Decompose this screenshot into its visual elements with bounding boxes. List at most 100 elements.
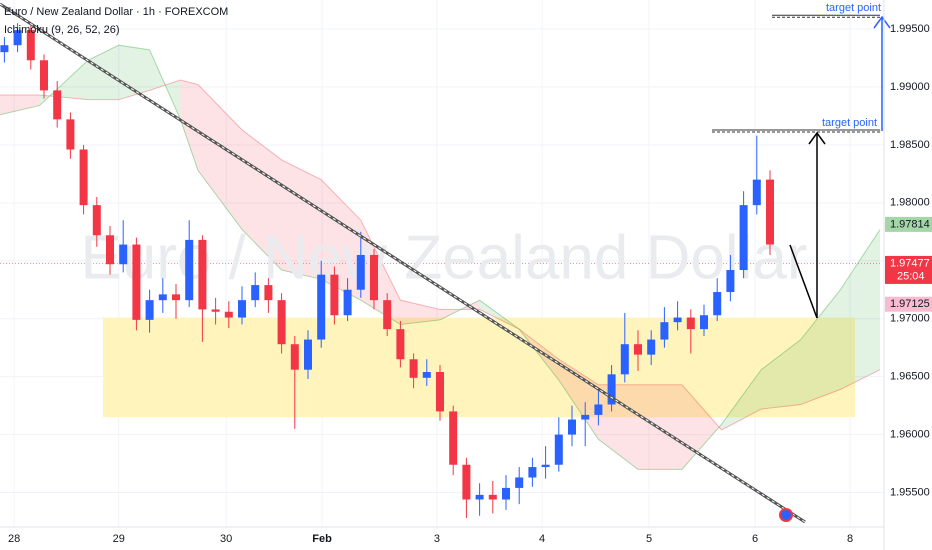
countdown: 25:04 bbox=[897, 270, 925, 282]
x-tick-label: 8 bbox=[847, 533, 853, 545]
cloud-segment bbox=[400, 300, 440, 325]
cloud-segment bbox=[149, 49, 181, 120]
candle-body bbox=[700, 315, 708, 330]
cloud-segment bbox=[281, 159, 322, 280]
price-label-box bbox=[885, 255, 932, 284]
price-label-box bbox=[885, 296, 932, 312]
candle-body bbox=[488, 494, 497, 500]
x-tick-label: 30 bbox=[220, 533, 232, 545]
y-tick-label: 1.99500 bbox=[890, 23, 930, 35]
candle-body bbox=[26, 30, 35, 61]
x-tick-label: 4 bbox=[539, 533, 545, 545]
candle-body bbox=[581, 414, 590, 420]
candle-body bbox=[647, 339, 656, 355]
x-tick-label: 5 bbox=[646, 533, 652, 545]
candle-body bbox=[515, 477, 524, 488]
trend-line bbox=[0, 2, 806, 524]
plot: target point target point bbox=[0, 2, 881, 519]
candle-body bbox=[568, 419, 576, 435]
candle-body bbox=[106, 235, 114, 265]
cloud-segment bbox=[721, 369, 762, 430]
candle-body bbox=[436, 372, 444, 412]
candle-body bbox=[13, 30, 22, 46]
y-tick-label: 1.96000 bbox=[890, 429, 930, 441]
candle-body bbox=[383, 300, 392, 330]
support-zone bbox=[103, 317, 855, 418]
candle-body bbox=[752, 179, 761, 206]
candle-body bbox=[422, 372, 431, 378]
candle-body bbox=[317, 274, 326, 340]
cloud-segment bbox=[321, 179, 361, 301]
candle-body bbox=[211, 309, 220, 312]
target-label: target point bbox=[826, 2, 881, 14]
candle-body bbox=[0, 45, 9, 53]
candle-body bbox=[172, 294, 180, 301]
candle-body bbox=[198, 239, 207, 310]
candle-body bbox=[132, 244, 141, 320]
candle-body bbox=[224, 311, 233, 318]
candle-body bbox=[462, 464, 471, 500]
cloud-segment bbox=[519, 329, 559, 381]
candle-body bbox=[620, 344, 629, 375]
candle-body bbox=[634, 344, 642, 355]
cloud-segment bbox=[198, 84, 242, 230]
candle-body bbox=[370, 254, 378, 301]
candle-body bbox=[673, 317, 682, 323]
candle-body bbox=[92, 205, 101, 236]
price-label: 1.97125 bbox=[890, 298, 930, 310]
candle-body bbox=[607, 374, 616, 405]
candle-body bbox=[356, 254, 365, 290]
candle-body bbox=[554, 434, 563, 465]
cloud-segment bbox=[0, 95, 40, 115]
candle-body bbox=[660, 322, 669, 340]
candle-body bbox=[713, 292, 722, 316]
candle-body bbox=[251, 285, 260, 301]
chart-title: Euro / New Zealand Dollar · 1h · FOREXCO… bbox=[4, 6, 228, 18]
candle-body bbox=[726, 270, 735, 293]
candle-body bbox=[686, 317, 695, 330]
cloud-segment bbox=[39, 60, 88, 106]
candle-body bbox=[264, 285, 273, 301]
candle-body bbox=[330, 274, 339, 316]
candle-body bbox=[185, 239, 194, 301]
cloud-segment bbox=[88, 45, 119, 100]
cloud-segment bbox=[479, 300, 520, 330]
candle-body bbox=[343, 289, 352, 316]
arrow-head bbox=[808, 131, 826, 145]
y-tick-label: 1.95500 bbox=[890, 486, 930, 498]
candle-body bbox=[541, 464, 550, 468]
candle-body bbox=[502, 487, 510, 500]
candle-body bbox=[396, 329, 405, 360]
axes: 1.955001.960001.965001.970001.975001.980… bbox=[8, 23, 932, 545]
candle-body bbox=[145, 300, 154, 320]
cloud-segment bbox=[598, 384, 638, 470]
candle-body bbox=[66, 119, 75, 150]
trend-handle bbox=[779, 508, 793, 522]
indicator-label: Ichimoku (9, 26, 52, 26) bbox=[4, 24, 120, 36]
arrow-head bbox=[873, 15, 891, 29]
y-tick-label: 1.98000 bbox=[890, 197, 930, 209]
price-label: 1.97814 bbox=[890, 218, 930, 230]
candle-body bbox=[238, 300, 246, 318]
cloud-segment bbox=[840, 229, 880, 390]
cloud-line bbox=[0, 44, 881, 470]
y-tick-label: 1.99000 bbox=[890, 81, 930, 93]
cloud-line bbox=[0, 79, 881, 431]
candle-body bbox=[475, 494, 484, 500]
price-label: 1.97477 bbox=[890, 257, 930, 269]
candle-body bbox=[290, 344, 299, 370]
candle-body bbox=[277, 300, 286, 345]
y-tick-label: 1.98500 bbox=[890, 139, 930, 151]
projection-line bbox=[789, 244, 818, 319]
candle-body bbox=[449, 411, 458, 465]
candle-body bbox=[40, 60, 48, 91]
candle-body bbox=[594, 404, 603, 415]
x-tick-label: Feb bbox=[312, 533, 332, 545]
x-tick-label: 3 bbox=[434, 533, 440, 545]
candle-body bbox=[119, 244, 128, 265]
y-tick-label: 1.96500 bbox=[890, 371, 930, 383]
candle-body bbox=[79, 149, 88, 206]
price-label-box bbox=[885, 216, 932, 232]
candle-body bbox=[158, 294, 167, 301]
